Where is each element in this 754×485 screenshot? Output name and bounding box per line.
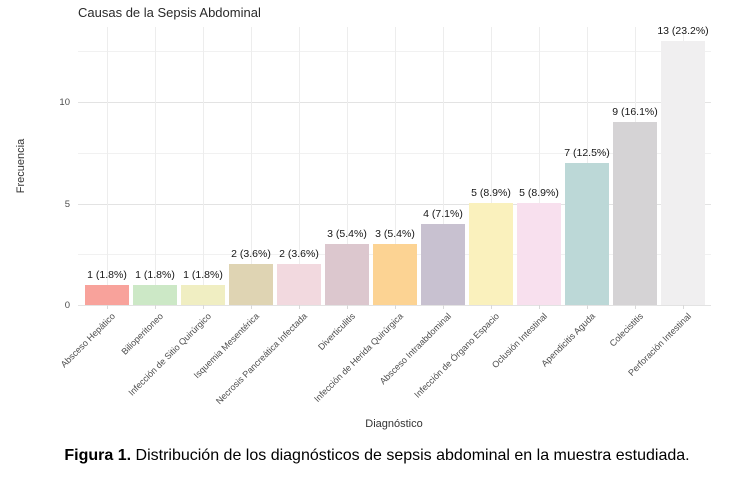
x-axis-tick (299, 305, 300, 309)
bar (85, 285, 129, 305)
vertical-gridline (203, 27, 204, 305)
bar (277, 264, 321, 305)
bar (181, 285, 225, 305)
bar-value-label: 13 (23.2%) (657, 25, 709, 37)
bar (613, 122, 657, 305)
vertical-gridline (395, 27, 396, 305)
bar-value-label: 3 (5.4%) (375, 228, 415, 240)
x-axis-tick (251, 305, 252, 309)
bar-value-label: 2 (3.6%) (279, 248, 319, 260)
x-axis-tick (635, 305, 636, 309)
bar-value-label: 4 (7.1%) (423, 208, 463, 220)
x-axis-tick (347, 305, 348, 309)
bar-value-label: 1 (1.8%) (183, 269, 223, 281)
x-axis-tick (395, 305, 396, 309)
bar-value-label: 7 (12.5%) (564, 147, 610, 159)
minor-gridline (78, 153, 711, 154)
bar-value-label: 2 (3.6%) (231, 248, 271, 260)
x-axis-tick (155, 305, 156, 309)
figure-caption: Figura 1. Distribución de los diagnóstic… (0, 447, 754, 465)
bar (565, 163, 609, 305)
vertical-gridline (251, 27, 252, 305)
vertical-gridline (347, 27, 348, 305)
x-axis-tick (491, 305, 492, 309)
bar-value-label: 9 (16.1%) (612, 106, 658, 118)
y-tick-label: 0 (64, 300, 70, 311)
bar (517, 203, 561, 305)
bar (229, 264, 273, 305)
bar (661, 41, 705, 305)
x-axis-tick (443, 305, 444, 309)
x-axis-tick (587, 305, 588, 309)
bar-value-label: 1 (1.8%) (87, 269, 127, 281)
vertical-gridline (539, 27, 540, 305)
x-axis-tick (683, 305, 684, 309)
x-axis-tick (203, 305, 204, 309)
bar-value-label: 3 (5.4%) (327, 228, 367, 240)
x-axis-tick (539, 305, 540, 309)
vertical-gridline (155, 27, 156, 305)
figure-caption-label: Figura 1. (64, 447, 132, 464)
major-gridline (78, 102, 711, 103)
vertical-gridline (107, 27, 108, 305)
major-gridline (78, 204, 711, 205)
bar-value-label: 1 (1.8%) (135, 269, 175, 281)
x-axis-title: Diagnóstico (365, 418, 423, 430)
x-tick-label: Absceso Hepático (58, 311, 118, 370)
sepsis-bar-chart: Causas de la Sepsis Abdominal Frecuencia… (15, 5, 711, 430)
x-axis-tick (107, 305, 108, 309)
y-tick-label: 10 (59, 97, 70, 108)
vertical-gridline (443, 27, 444, 305)
bar (421, 224, 465, 305)
chart-title: Causas de la Sepsis Abdominal (78, 5, 261, 20)
bar (325, 244, 369, 305)
figure-caption-text: Distribución de los diagnósticos de seps… (135, 447, 690, 464)
vertical-gridline (299, 27, 300, 305)
bar-value-label: 5 (8.9%) (471, 187, 511, 199)
bar-value-label: 5 (8.9%) (519, 187, 559, 199)
major-gridline (78, 305, 711, 306)
bar (469, 203, 513, 305)
y-tick-label: 5 (64, 199, 70, 210)
plot-panel: 0 5 10 1 (1.8%) Absceso Hepático 1 (1.8%) Bili… (59, 25, 711, 406)
bar (133, 285, 177, 305)
minor-gridline (78, 51, 711, 52)
vertical-gridline (491, 27, 492, 305)
bar (373, 244, 417, 305)
